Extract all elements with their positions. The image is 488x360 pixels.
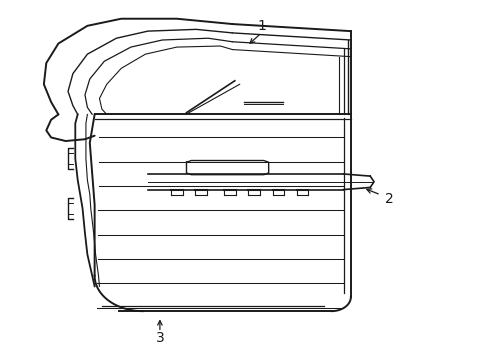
Text: 3: 3 [155, 331, 164, 345]
Text: 1: 1 [257, 19, 265, 33]
Text: 2: 2 [385, 193, 393, 207]
